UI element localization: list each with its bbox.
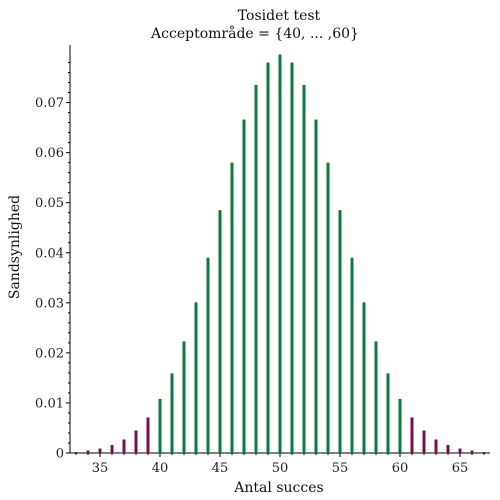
- bar: [206, 257, 210, 453]
- y-axis-label: Sandsynlighed: [7, 195, 23, 299]
- bar: [254, 85, 258, 454]
- bar: [446, 444, 450, 453]
- bar: [362, 302, 366, 453]
- bar: [386, 373, 390, 453]
- bar: [170, 373, 174, 453]
- y-tick-label: 0: [56, 447, 64, 462]
- y-tick-label: 0.02: [35, 346, 64, 361]
- y-tick-label: 0.06: [35, 146, 64, 161]
- chart-title: Tosidet test: [238, 8, 321, 24]
- x-axis-label: Antal succes: [233, 480, 323, 496]
- bar: [410, 417, 414, 453]
- bar: [398, 398, 402, 453]
- bar: [326, 162, 330, 453]
- bar: [158, 398, 162, 453]
- x-axis: 35 40 45 50 55 60 65: [70, 452, 490, 476]
- bar: [458, 448, 462, 453]
- bar: [338, 210, 342, 453]
- y-axis: 0 0.01 0.02 0.03 0.04 0.05 0.06 0.07: [35, 45, 71, 462]
- bar: [110, 444, 114, 453]
- x-tick-label: 45: [212, 461, 229, 476]
- bar: [470, 450, 474, 453]
- y-tick-label: 0.04: [35, 246, 64, 261]
- bars: [74, 54, 486, 454]
- y-tick-label: 0.03: [35, 296, 64, 311]
- bar: [98, 448, 102, 453]
- bar: [482, 451, 486, 453]
- bar: [434, 439, 438, 453]
- x-tick-label: 40: [152, 461, 169, 476]
- bar: [86, 450, 90, 453]
- bar: [230, 162, 234, 453]
- x-tick-label: 60: [392, 461, 409, 476]
- x-tick-label: 55: [332, 461, 349, 476]
- bar: [182, 341, 186, 453]
- y-tick-label: 0.05: [35, 196, 64, 211]
- x-tick-label: 50: [272, 461, 289, 476]
- bar: [194, 302, 198, 453]
- bar: [74, 451, 78, 453]
- bar: [290, 62, 294, 453]
- bar: [242, 119, 246, 454]
- bar: [422, 430, 426, 453]
- bar: [302, 85, 306, 454]
- bar: [266, 62, 270, 453]
- x-tick-label: 35: [92, 461, 109, 476]
- bar: [134, 430, 138, 453]
- bar: [314, 119, 318, 454]
- bar: [146, 417, 150, 453]
- x-tick-label: 65: [452, 461, 469, 476]
- bar: [122, 439, 126, 453]
- y-tick-label: 0.01: [35, 396, 64, 411]
- chart-subtitle: Acceptområde = {40, ... ,60}: [150, 25, 359, 42]
- bar: [278, 54, 282, 453]
- bar: [374, 341, 378, 453]
- y-tick-label: 0.07: [35, 96, 64, 111]
- bar: [350, 257, 354, 453]
- bar: [218, 210, 222, 453]
